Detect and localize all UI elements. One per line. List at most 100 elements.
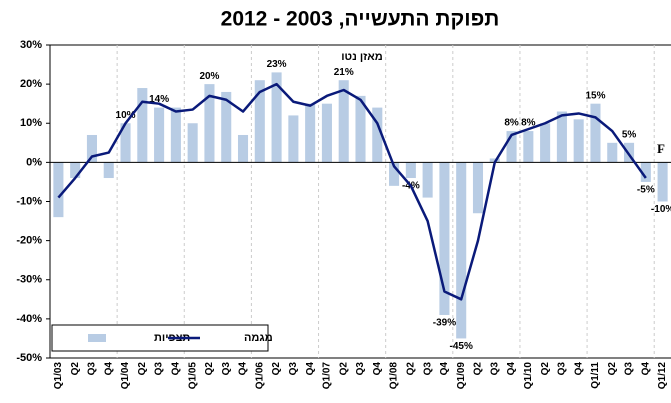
y-tick-label: 0% xyxy=(26,156,42,168)
x-tick-label: Q4 xyxy=(506,362,517,376)
bar xyxy=(154,107,165,163)
bar xyxy=(439,162,450,315)
x-tick-label: Q4 xyxy=(238,362,249,376)
chart-subtitle: מאזן נטו xyxy=(341,51,383,63)
x-tick-label: Q2 xyxy=(204,362,215,376)
x-tick-label: Q1/10 xyxy=(523,362,534,390)
data-label: 21% xyxy=(334,67,354,78)
bar xyxy=(573,119,584,163)
x-tick-label: Q1/06 xyxy=(254,362,265,390)
data-label: -39% xyxy=(433,318,456,329)
bar xyxy=(86,134,97,163)
bar xyxy=(237,134,249,163)
x-tick-label: Q2 xyxy=(405,362,416,376)
y-tick-label: 10% xyxy=(20,117,42,129)
data-label: 8% xyxy=(504,118,519,129)
y-tick-label: -20% xyxy=(16,235,42,247)
data-label: -10% xyxy=(651,204,671,215)
data-label: -45% xyxy=(450,341,473,352)
y-tick-label: -10% xyxy=(16,195,42,207)
x-tick-label: Q1/08 xyxy=(389,362,400,390)
bar xyxy=(590,103,601,163)
x-tick-label: Q3 xyxy=(87,362,98,376)
x-tick-label: Q1/04 xyxy=(120,362,131,390)
data-label: 8% xyxy=(521,118,536,129)
x-tick-label: Q4 xyxy=(372,362,383,376)
x-tick-label: Q1/03 xyxy=(53,362,64,390)
bar xyxy=(556,111,567,163)
x-tick-label: Q1/12 xyxy=(657,362,668,390)
annotation: F xyxy=(657,141,665,156)
x-tick-label: Q3 xyxy=(355,362,366,376)
x-tick-label: Q4 xyxy=(439,362,450,376)
y-tick-label: -30% xyxy=(16,274,42,286)
legend-label: מגמה xyxy=(244,332,273,344)
bar xyxy=(53,162,64,218)
x-tick-label: Q1/09 xyxy=(456,362,467,390)
bar xyxy=(271,72,282,163)
bar xyxy=(103,162,114,179)
bar xyxy=(657,162,668,202)
bar xyxy=(187,123,198,163)
data-label: -5% xyxy=(637,185,655,196)
bar xyxy=(355,95,366,163)
bar xyxy=(204,84,215,163)
x-tick-label: Q1/07 xyxy=(322,362,333,390)
bar xyxy=(70,162,81,179)
bar xyxy=(523,131,534,163)
x-tick-label: Q2 xyxy=(473,362,484,376)
x-tick-label: Q4 xyxy=(305,362,316,376)
x-tick-label: Q3 xyxy=(288,362,299,376)
data-label: 23% xyxy=(267,59,287,70)
bar xyxy=(456,162,467,339)
bar xyxy=(254,80,265,163)
x-tick-label: Q3 xyxy=(489,362,500,376)
bar xyxy=(540,123,551,163)
x-tick-label: Q4 xyxy=(640,362,651,376)
x-tick-label: Q3 xyxy=(221,362,232,376)
bar xyxy=(221,91,232,163)
bar xyxy=(405,162,416,179)
x-tick-label: Q4 xyxy=(573,362,584,376)
x-tick-label: Q1/05 xyxy=(187,362,198,390)
data-label: 14% xyxy=(149,94,169,105)
legend-swatch xyxy=(88,334,106,342)
bar xyxy=(321,103,332,163)
x-tick-label: Q1/11 xyxy=(590,362,601,389)
y-tick-label: -50% xyxy=(16,352,42,364)
bar xyxy=(506,131,517,163)
data-label: 5% xyxy=(622,129,637,140)
bar xyxy=(305,103,316,163)
x-tick-label: Q3 xyxy=(154,362,165,376)
x-tick-label: Q3 xyxy=(422,362,433,376)
bar xyxy=(137,88,148,163)
x-tick-label: Q4 xyxy=(171,362,182,376)
x-tick-label: Q4 xyxy=(103,362,114,376)
bar xyxy=(607,142,618,163)
x-tick-label: Q2 xyxy=(271,362,282,376)
bar xyxy=(640,162,651,182)
bar xyxy=(389,162,400,186)
y-tick-label: 20% xyxy=(20,78,42,90)
x-tick-label: Q2 xyxy=(137,362,148,376)
bar xyxy=(120,123,131,163)
x-tick-label: Q2 xyxy=(540,362,551,376)
bar xyxy=(472,162,484,214)
trend-line xyxy=(57,82,647,301)
bar xyxy=(372,107,383,163)
data-label: 20% xyxy=(199,71,219,82)
y-tick-label: 30% xyxy=(20,39,42,51)
x-tick-label: Q2 xyxy=(607,362,618,376)
bar xyxy=(422,162,433,198)
bar xyxy=(288,115,299,163)
x-tick-label: Q3 xyxy=(624,362,635,376)
data-label: 10% xyxy=(116,110,136,121)
x-tick-label: Q2 xyxy=(338,362,349,376)
data-label: 15% xyxy=(585,90,605,101)
y-tick-label: -40% xyxy=(16,313,42,325)
x-tick-label: Q2 xyxy=(70,362,81,376)
x-tick-label: Q3 xyxy=(557,362,568,376)
bar xyxy=(338,80,349,163)
bar xyxy=(170,107,181,163)
